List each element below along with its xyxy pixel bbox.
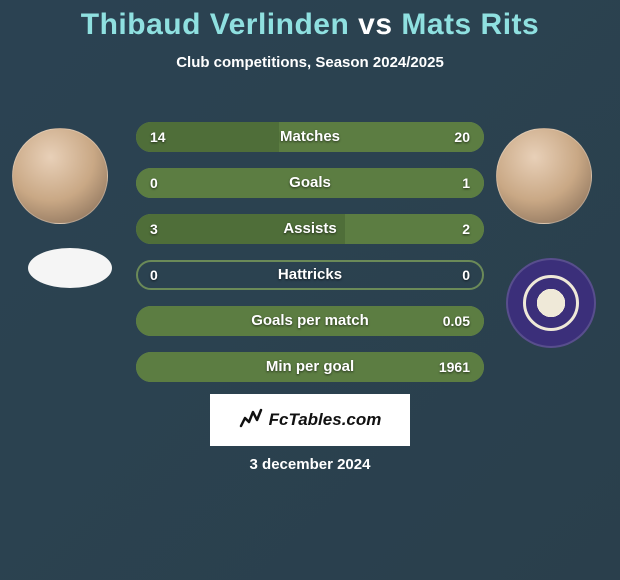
fctables-logo: FcTables.com xyxy=(210,394,410,446)
stat-value-right: 2 xyxy=(462,214,470,244)
stat-value-right: 1961 xyxy=(439,352,470,382)
stat-row: Matches14 20 xyxy=(136,122,484,152)
title-player-1: Thibaud Verlinden xyxy=(81,8,350,41)
subtitle: Club competitions, Season 2024/2025 xyxy=(0,54,620,71)
stat-value-left: 3 xyxy=(150,214,158,244)
stat-row: Goals per match0.05 xyxy=(136,306,484,336)
stat-label: Goals xyxy=(136,168,484,198)
stat-row: Min per goal1961 xyxy=(136,352,484,382)
title-player-2: Mats Rits xyxy=(401,8,539,41)
player-2-club-crest xyxy=(506,258,596,348)
stat-value-left: 0 xyxy=(150,260,158,290)
stat-label: Assists xyxy=(136,214,484,244)
stat-value-right: 1 xyxy=(462,168,470,198)
stat-row: Goals0 1 xyxy=(136,168,484,198)
player-1-avatar xyxy=(12,128,108,224)
title-vs: vs xyxy=(358,8,392,41)
logo-swoosh-icon xyxy=(239,408,263,433)
stat-value-left: 0 xyxy=(150,168,158,198)
stat-label: Min per goal xyxy=(136,352,484,382)
player-2-avatar xyxy=(496,128,592,224)
date-caption: 3 december 2024 xyxy=(0,456,620,473)
stat-value-right: 20 xyxy=(454,122,470,152)
page-title: Thibaud Verlinden vs Mats Rits xyxy=(0,0,620,42)
stat-rows: Matches1420Goals01Assists32Hattricks00Go… xyxy=(136,122,484,398)
logo-text: FcTables.com xyxy=(269,410,382,430)
stat-label: Goals per match xyxy=(136,306,484,336)
infographic-root: Thibaud Verlinden vs Mats Rits Club comp… xyxy=(0,0,620,580)
stat-row: Hattricks0 0 xyxy=(136,260,484,290)
stat-row: Assists3 2 xyxy=(136,214,484,244)
stat-value-left: 14 xyxy=(150,122,166,152)
stat-label: Hattricks xyxy=(136,260,484,290)
stat-value-right: 0 xyxy=(462,260,470,290)
stat-label: Matches xyxy=(136,122,484,152)
stat-value-right: 0.05 xyxy=(443,306,470,336)
player-1-club-crest xyxy=(28,248,112,288)
